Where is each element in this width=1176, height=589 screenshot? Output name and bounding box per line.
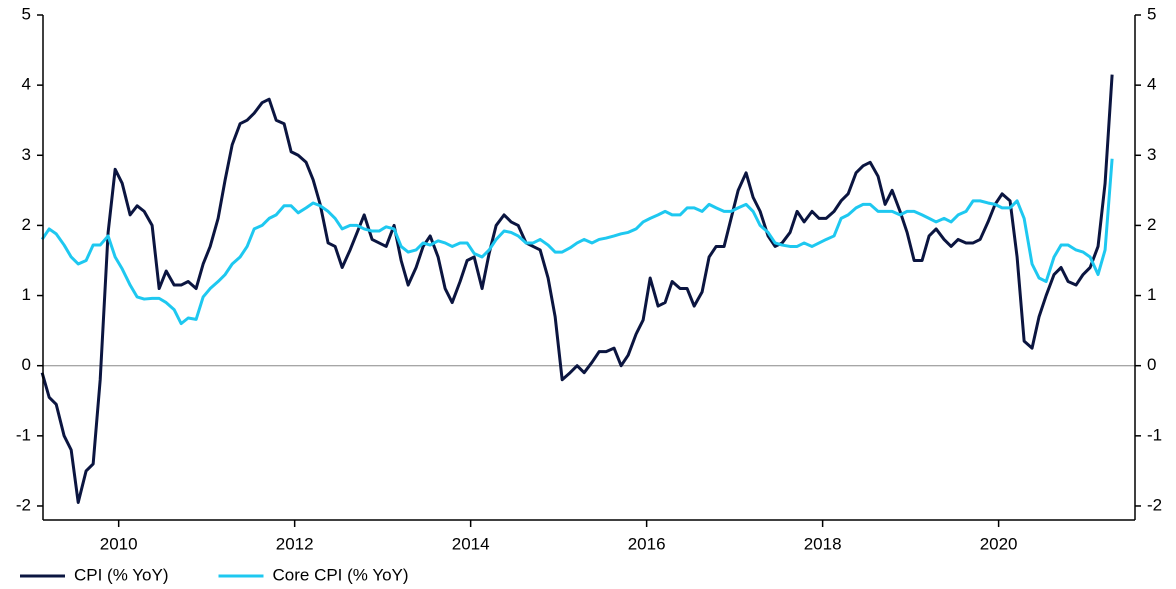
x-tick-label: 2012 (276, 534, 314, 553)
series-line (40, 74, 1114, 504)
y-tick-label: 2 (22, 215, 31, 234)
x-tick-label: 2020 (980, 534, 1018, 553)
y-tick-label: -2 (16, 495, 31, 514)
x-tick-label: 2018 (804, 534, 842, 553)
y-tick-label: 1 (22, 285, 31, 304)
x-tick-label: 2014 (452, 534, 490, 553)
y2-tick-label: -1 (1147, 425, 1162, 444)
y-tick-label: 0 (22, 355, 31, 374)
y2-tick-label: 5 (1147, 4, 1156, 23)
y2-tick-label: 0 (1147, 355, 1156, 374)
y-tick-label: 5 (22, 4, 31, 23)
y2-tick-label: 3 (1147, 145, 1156, 164)
y-tick-label: 3 (22, 145, 31, 164)
y2-tick-label: -2 (1147, 495, 1162, 514)
y-tick-label: 4 (22, 75, 31, 94)
series-line (40, 158, 1114, 326)
legend-label: CPI (% YoY) (74, 565, 169, 584)
y2-tick-label: 2 (1147, 215, 1156, 234)
x-tick-label: 2010 (100, 534, 138, 553)
y2-tick-label: 1 (1147, 285, 1156, 304)
y2-tick-label: 4 (1147, 75, 1156, 94)
legend-label: Core CPI (% YoY) (273, 565, 409, 584)
y-tick-label: -1 (16, 425, 31, 444)
x-tick-label: 2016 (628, 534, 666, 553)
